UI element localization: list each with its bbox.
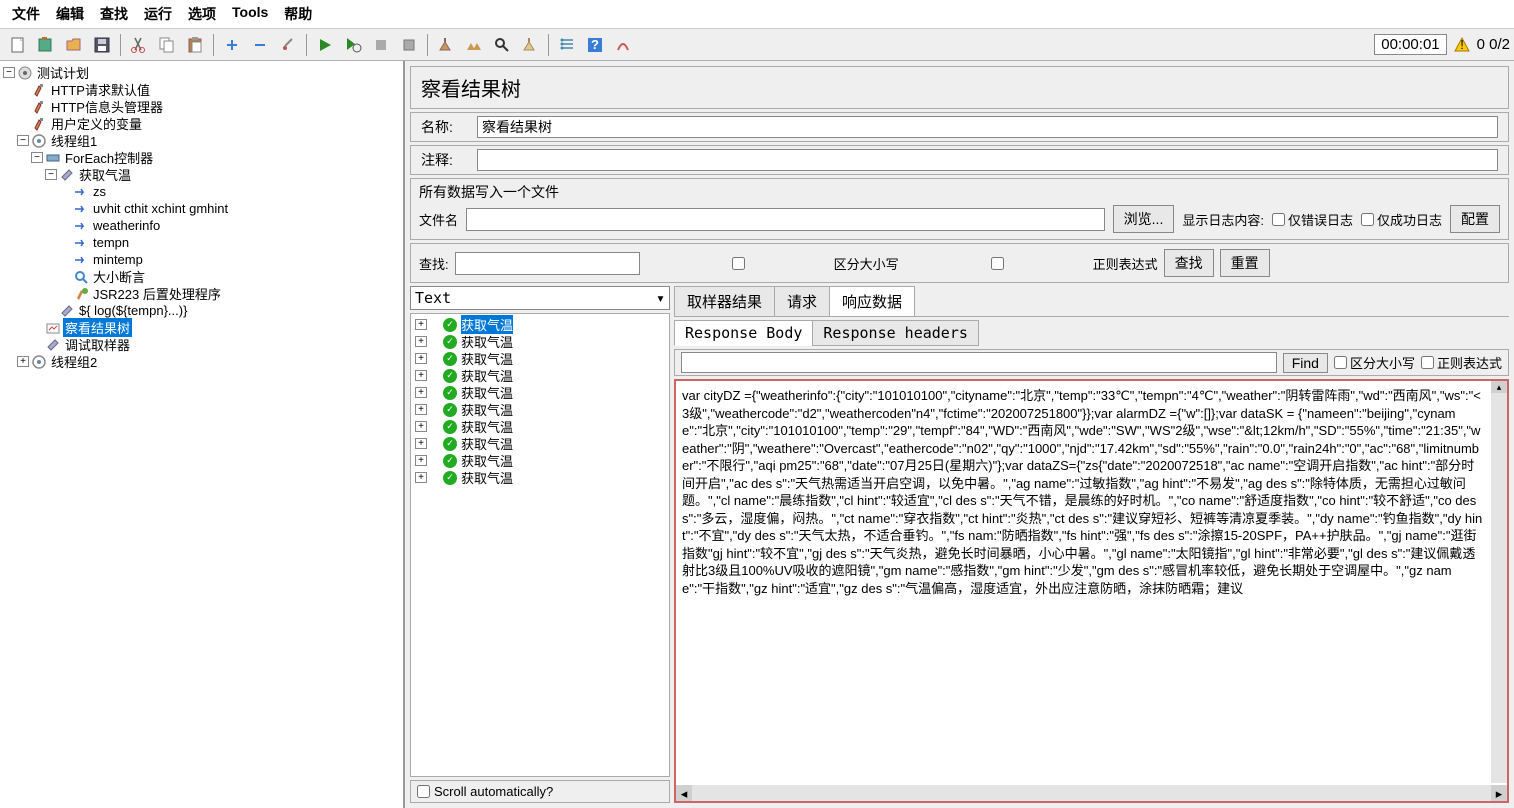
regex-checkbox[interactable]: 正则表达式 [905,254,1158,273]
tree-node-13[interactable]: JSR223 后置处理程序 [3,285,400,302]
menu-文件[interactable]: 文件 [6,2,46,26]
find-input[interactable] [681,352,1277,373]
save-icon[interactable] [89,32,115,58]
stop-icon[interactable] [368,32,394,58]
log-label: 显示日志内容: [1182,210,1264,229]
tab-1[interactable]: 请求 [774,286,830,316]
collapse-icon[interactable] [247,32,273,58]
result-item[interactable]: +✓获取气温 [413,384,667,401]
open-icon[interactable] [61,32,87,58]
tree-node-16[interactable]: 调试取样器 [3,336,400,353]
find-case-checkbox[interactable]: 区分大小写 [1334,353,1415,372]
tree-node-10[interactable]: tempn [3,234,400,251]
result-item[interactable]: +✓获取气温 [413,367,667,384]
search-input[interactable] [455,252,640,275]
tree-node-2[interactable]: HTTP信息头管理器 [3,98,400,115]
search-button[interactable]: 查找 [1164,249,1214,277]
only-error-checkbox[interactable]: 仅错误日志 [1272,210,1353,229]
function-helper-icon[interactable] [554,32,580,58]
menu-帮助[interactable]: 帮助 [278,2,318,26]
subtab-0[interactable]: Response Body [674,320,813,346]
case-checkbox[interactable]: 区分大小写 [646,254,899,273]
search-icon[interactable] [489,32,515,58]
tab-0[interactable]: 取样器结果 [674,286,775,316]
reset-search-icon[interactable] [517,32,543,58]
tree-node-9[interactable]: weatherinfo [3,217,400,234]
svg-text:?: ? [591,37,599,52]
templates-icon[interactable] [33,32,59,58]
tree-node-12[interactable]: 大小断言 [3,268,400,285]
file-group-title: 所有数据写入一个文件 [419,182,1500,202]
menu-运行[interactable]: 运行 [138,2,178,26]
subtab-1[interactable]: Response headers [812,320,979,346]
toggle-icon[interactable] [275,32,301,58]
tree-node-5[interactable]: −ForEach控制器 [3,149,400,166]
tab-2[interactable]: 响应数据 [829,286,915,316]
clear-icon[interactable] [433,32,459,58]
copy-icon[interactable] [154,32,180,58]
tree-node-14[interactable]: ${ log(${tempn}...)} [3,302,400,319]
result-item[interactable]: +✓获取气温 [413,350,667,367]
paste-icon[interactable] [182,32,208,58]
start-icon[interactable] [312,32,338,58]
browse-button[interactable]: 浏览... [1113,205,1175,233]
name-input[interactable] [477,116,1498,138]
clear-all-icon[interactable] [461,32,487,58]
timer-display: 00:00:01 [1374,34,1446,55]
result-item[interactable]: +✓获取气温 [413,452,667,469]
panel-title: 察看结果树 [410,66,1509,109]
tree-node-4[interactable]: −线程组1 [3,132,400,149]
tree-node-3[interactable]: 用户定义的变量 [3,115,400,132]
scroll-auto-checkbox[interactable]: Scroll automatically? [410,780,670,803]
tree-node-7[interactable]: zs [3,183,400,200]
cut-icon[interactable] [126,32,152,58]
filename-label: 文件名 [419,210,458,229]
tree-node-15[interactable]: 察看结果树 [3,319,400,336]
thread-counter: 0 0/2 [1477,36,1510,53]
tree-node-0[interactable]: −测试计划 [3,64,400,81]
comment-label: 注释: [421,150,471,170]
test-plan-tree[interactable]: −测试计划HTTP请求默认值HTTP信息头管理器用户定义的变量−线程组1−For… [0,61,405,808]
result-item[interactable]: +✓获取气温 [413,333,667,350]
response-body[interactable]: var cityDZ ={"weatherinfo":{"city":"1010… [674,379,1509,803]
menu-Tools[interactable]: Tools [226,2,274,26]
new-icon[interactable] [5,32,31,58]
find-button[interactable]: Find [1283,353,1328,373]
name-label: 名称: [421,117,471,137]
reset-button[interactable]: 重置 [1220,249,1270,277]
vertical-scrollbar[interactable] [1491,381,1507,783]
tree-node-11[interactable]: mintemp [3,251,400,268]
result-list[interactable]: +✓获取气温+✓获取气温+✓获取气温+✓获取气温+✓获取气温+✓获取气温+✓获取… [410,313,670,777]
warning-icon: ! [1453,36,1471,54]
svg-text:!: ! [1460,37,1464,52]
help-icon[interactable]: ? [582,32,608,58]
result-item[interactable]: +✓获取气温 [413,401,667,418]
filename-input[interactable] [466,208,1105,231]
result-item[interactable]: +✓获取气温 [413,418,667,435]
result-item[interactable]: +✓获取气温 [413,316,667,333]
tree-node-8[interactable]: uvhit cthit xchint gmhint [3,200,400,217]
expand-icon[interactable] [219,32,245,58]
menu-编辑[interactable]: 编辑 [50,2,90,26]
configure-button[interactable]: 配置 [1450,205,1500,233]
menu-查找[interactable]: 查找 [94,2,134,26]
tree-node-6[interactable]: −获取气温 [3,166,400,183]
tree-node-1[interactable]: HTTP请求默认值 [3,81,400,98]
find-regex-checkbox[interactable]: 正则表达式 [1421,353,1502,372]
horizontal-scrollbar[interactable]: ◂▸ [676,785,1507,801]
shutdown-icon[interactable] [396,32,422,58]
jmeter-icon[interactable] [610,32,636,58]
comment-input[interactable] [477,149,1498,171]
result-item[interactable]: +✓获取气温 [413,435,667,452]
only-success-checkbox[interactable]: 仅成功日志 [1361,210,1442,229]
start-no-timers-icon[interactable] [340,32,366,58]
menu-选项[interactable]: 选项 [182,2,222,26]
result-item[interactable]: +✓获取气温 [413,469,667,486]
renderer-dropdown[interactable]: Text [410,286,670,310]
tree-node-17[interactable]: +线程组2 [3,353,400,370]
search-label: 查找: [419,254,449,273]
